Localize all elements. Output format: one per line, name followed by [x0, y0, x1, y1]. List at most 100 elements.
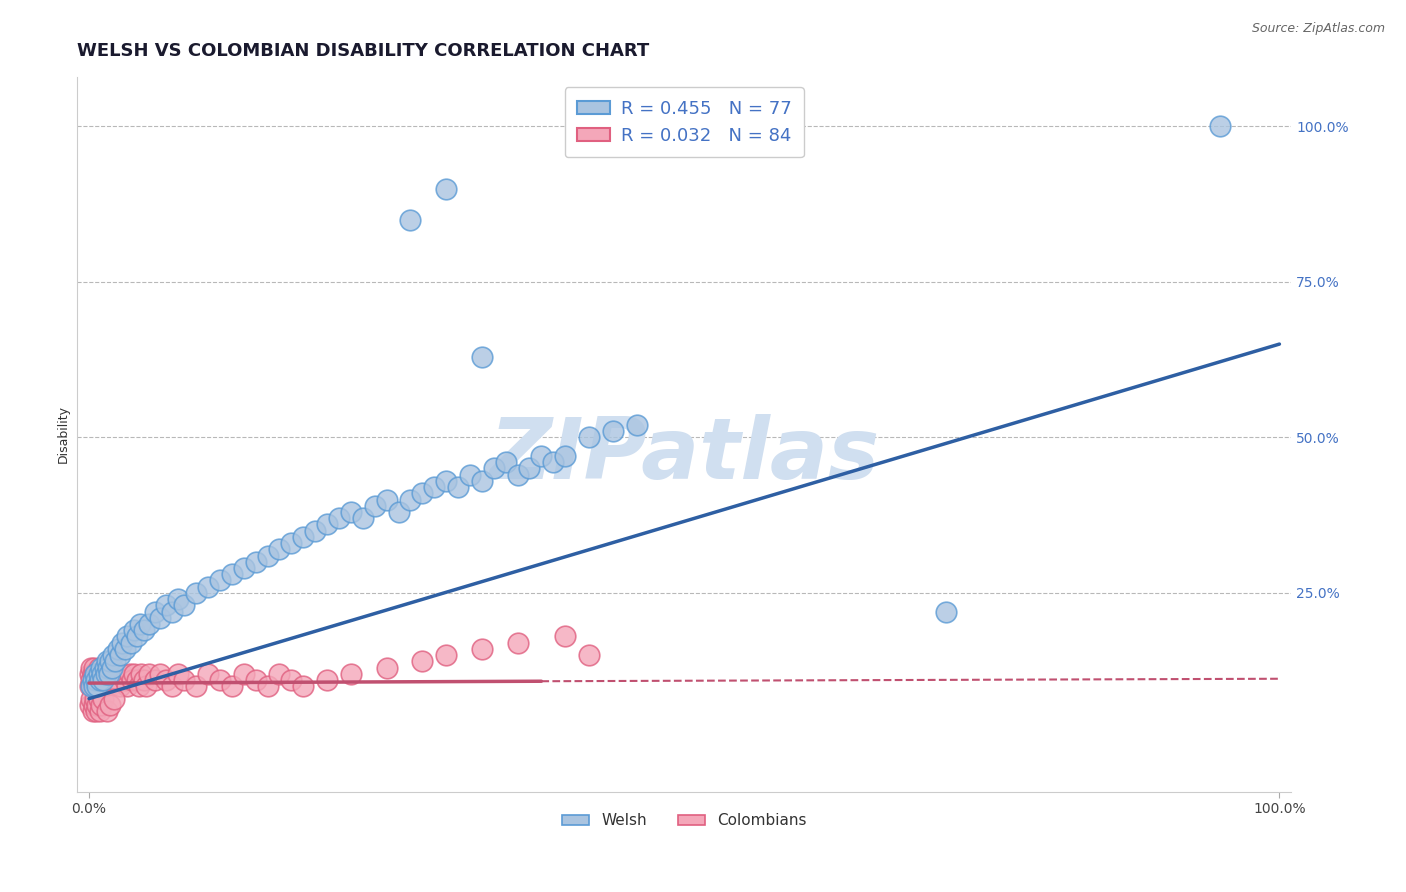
Point	[111, 635, 134, 649]
Point	[155, 673, 177, 687]
Point	[434, 181, 457, 195]
Point	[543, 455, 565, 469]
Legend: Welsh, Colombians: Welsh, Colombians	[555, 807, 813, 834]
Point	[84, 666, 107, 681]
Point	[100, 660, 122, 674]
Point	[602, 424, 624, 438]
Point	[197, 580, 219, 594]
Point	[90, 698, 112, 712]
Point	[149, 611, 172, 625]
Point	[87, 660, 110, 674]
Point	[352, 511, 374, 525]
Point	[96, 654, 118, 668]
Point	[80, 660, 103, 674]
Point	[84, 704, 107, 718]
Point	[120, 635, 142, 649]
Point	[91, 673, 114, 687]
Point	[84, 673, 107, 687]
Point	[97, 660, 120, 674]
Point	[84, 679, 107, 693]
Text: ZIPatlas: ZIPatlas	[489, 414, 879, 497]
Point	[96, 704, 118, 718]
Point	[155, 599, 177, 613]
Point	[115, 679, 138, 693]
Point	[83, 660, 105, 674]
Point	[128, 679, 150, 693]
Point	[90, 679, 112, 693]
Point	[208, 574, 231, 588]
Point	[108, 679, 131, 693]
Point	[87, 691, 110, 706]
Point	[89, 673, 111, 687]
Point	[80, 673, 103, 687]
Point	[86, 666, 108, 681]
Point	[101, 673, 124, 687]
Point	[93, 666, 115, 681]
Point	[129, 617, 152, 632]
Point	[89, 666, 111, 681]
Point	[79, 679, 101, 693]
Point	[138, 617, 160, 632]
Point	[292, 679, 315, 693]
Point	[530, 449, 553, 463]
Point	[91, 673, 114, 687]
Point	[173, 673, 195, 687]
Point	[471, 474, 494, 488]
Point	[87, 666, 110, 681]
Point	[132, 673, 155, 687]
Point	[104, 654, 127, 668]
Point	[83, 679, 105, 693]
Point	[121, 673, 143, 687]
Point	[80, 679, 103, 693]
Point	[104, 666, 127, 681]
Point	[554, 630, 576, 644]
Point	[114, 641, 136, 656]
Point	[86, 698, 108, 712]
Point	[84, 673, 107, 687]
Point	[149, 666, 172, 681]
Point	[98, 666, 121, 681]
Point	[90, 666, 112, 681]
Point	[399, 492, 422, 507]
Point	[411, 486, 433, 500]
Point	[482, 461, 505, 475]
Point	[280, 536, 302, 550]
Point	[97, 666, 120, 681]
Point	[506, 635, 529, 649]
Point	[434, 648, 457, 662]
Point	[328, 511, 350, 525]
Point	[208, 673, 231, 687]
Point	[118, 666, 141, 681]
Point	[186, 679, 208, 693]
Point	[100, 666, 122, 681]
Point	[447, 480, 470, 494]
Point	[554, 449, 576, 463]
Point	[100, 654, 122, 668]
Point	[387, 505, 409, 519]
Point	[87, 679, 110, 693]
Point	[103, 691, 125, 706]
Y-axis label: Disability: Disability	[58, 405, 70, 463]
Point	[232, 561, 254, 575]
Point	[458, 467, 481, 482]
Point	[232, 666, 254, 681]
Point	[91, 679, 114, 693]
Point	[519, 461, 541, 475]
Point	[1209, 120, 1232, 134]
Point	[84, 679, 107, 693]
Point	[91, 666, 114, 681]
Point	[143, 673, 166, 687]
Point	[79, 666, 101, 681]
Point	[86, 673, 108, 687]
Point	[79, 698, 101, 712]
Point	[935, 605, 957, 619]
Point	[411, 654, 433, 668]
Point	[578, 648, 600, 662]
Point	[107, 641, 129, 656]
Point	[84, 666, 107, 681]
Point	[434, 474, 457, 488]
Point	[186, 586, 208, 600]
Point	[495, 455, 517, 469]
Point	[578, 430, 600, 444]
Point	[162, 679, 184, 693]
